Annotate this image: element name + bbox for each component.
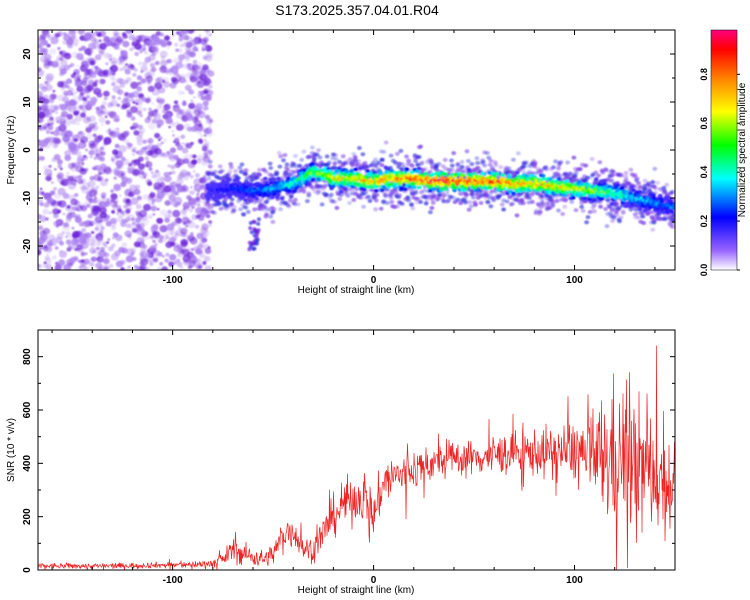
colorbar-ticks: 0.0 0.2 0.4 0.6 0.8 [699,68,740,276]
y-tick-label: 20 [22,48,33,60]
x-tick-label: -100 [163,275,183,286]
signal-ridge [204,140,675,252]
x-axis-label-bottom: Height of straight line (km) [298,585,415,596]
y-tick-label: -10 [22,190,33,205]
y-axis-label-bottom: SNR (10 * v/v) [6,418,17,482]
snr-series-line [38,345,675,570]
y-tick-label: 600 [22,401,33,418]
x-tick-label: 0 [371,275,377,286]
colorbar-tick-label: 0.8 [699,68,709,81]
axes-bottom: -100 0 100 0 200 400 600 800 [22,329,675,586]
colorbar-gradient [710,29,738,271]
colorbar: 0.0 0.2 0.4 0.6 0.8 Normalized spectral ampl… [699,29,748,276]
y-tick-label: 10 [22,96,33,108]
x-tick-label: 0 [371,575,377,586]
plot-frame-bottom [37,329,676,571]
heatmap-cells [38,30,675,270]
colorbar-tick-label: 0.6 [699,117,709,130]
y-tick-label: -20 [22,238,33,253]
y-tick-label: 200 [22,508,33,525]
noise-speckle [38,30,215,270]
colorbar-tick-label: 0.2 [699,215,709,228]
x-axis-label-top: Height of straight line (km) [298,285,415,296]
snr-panel: -100 0 100 0 200 400 600 800 Height of straight… [6,329,676,596]
x-tick-label: 100 [566,275,583,286]
y-tick-label: 0 [22,147,33,153]
y-axis-label-top: Frequency (Hz) [6,116,17,185]
x-tick-label: 100 [566,575,583,586]
x-tick-label: -100 [163,575,183,586]
colorbar-tick-label: 0.4 [699,166,709,179]
y-tick-label: 800 [22,348,33,365]
colorbar-label: Normalized spectral amplitude [737,82,748,217]
y-tick-label: 0 [22,567,33,573]
figure-title: S173.2025.357.04.01.R04 [275,2,439,18]
colorbar-tick-label: 0.0 [699,264,709,277]
y-tick-label: 400 [22,455,33,472]
